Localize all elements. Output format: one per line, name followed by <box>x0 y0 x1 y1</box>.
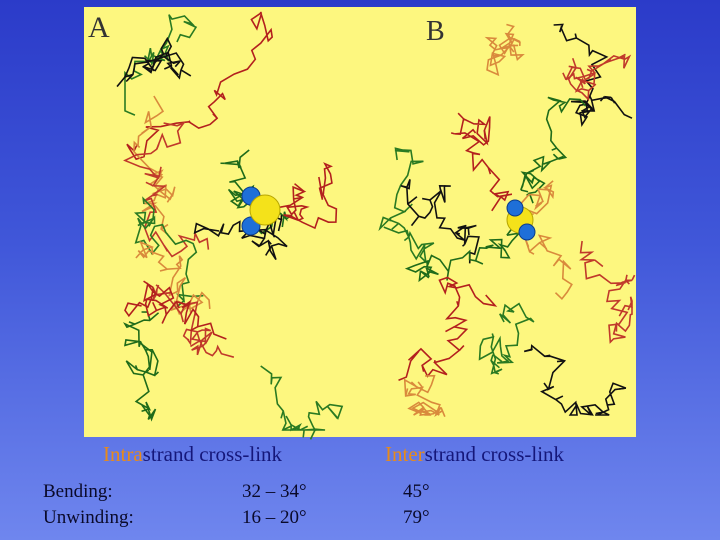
bond <box>475 260 484 265</box>
bond <box>445 326 455 333</box>
molecule-drawing <box>116 11 636 440</box>
value: 16 – 20° <box>242 507 307 528</box>
strand <box>553 23 633 128</box>
platinum-center-a <box>241 186 281 236</box>
bond <box>555 395 564 401</box>
strand <box>260 365 344 432</box>
strand <box>454 116 513 212</box>
bond <box>175 301 180 309</box>
figure: A B <box>84 7 636 440</box>
caption: Interstrand cross-link <box>385 442 564 467</box>
bond <box>161 314 167 324</box>
bond <box>159 268 168 272</box>
strand <box>484 23 525 77</box>
bond <box>403 203 413 213</box>
bond <box>302 429 305 438</box>
caption-highlight: Intra <box>103 442 143 466</box>
strand <box>122 311 160 422</box>
bond <box>458 345 465 351</box>
strand <box>398 276 498 382</box>
strand <box>126 11 274 161</box>
bond <box>407 196 418 205</box>
caption-highlight: Inter <box>385 442 425 466</box>
bond <box>285 415 292 426</box>
bond <box>562 72 567 81</box>
bond <box>551 147 557 151</box>
strand <box>403 374 444 417</box>
row-label: Bending: <box>43 481 113 502</box>
strand <box>133 95 176 235</box>
strand <box>478 302 535 375</box>
panel-label: B <box>426 16 445 47</box>
bond <box>265 245 273 256</box>
strand <box>400 179 480 264</box>
bond <box>391 222 400 230</box>
bond <box>189 326 199 332</box>
bond <box>422 197 431 201</box>
bond <box>189 340 201 348</box>
bond <box>410 215 420 227</box>
strand <box>123 121 210 258</box>
bond <box>158 166 162 177</box>
bond <box>631 274 636 281</box>
bond <box>585 103 595 112</box>
strand <box>124 14 198 116</box>
strand <box>277 162 338 230</box>
bond <box>543 382 550 390</box>
bond <box>145 181 154 187</box>
bond <box>180 313 185 323</box>
bond <box>446 271 450 281</box>
bond <box>403 236 410 242</box>
caption-text: strand cross-link <box>142 442 283 466</box>
strand <box>520 96 587 204</box>
value: 45° <box>403 481 430 502</box>
bond <box>520 189 529 193</box>
platinum-center-b <box>506 199 536 241</box>
value: 32 – 34° <box>242 481 307 502</box>
strand <box>565 54 632 101</box>
value: 79° <box>403 507 430 528</box>
figure-panel <box>84 7 636 437</box>
bond <box>180 69 192 77</box>
bond <box>594 259 604 268</box>
strand <box>578 240 633 344</box>
bond <box>309 429 316 440</box>
bond <box>417 381 424 388</box>
bond <box>440 407 446 418</box>
caption-text: strand cross-link <box>424 442 565 466</box>
strand <box>404 231 522 283</box>
strand <box>523 344 627 416</box>
bond <box>160 223 169 230</box>
bond <box>529 250 535 255</box>
bond <box>457 112 465 120</box>
bond <box>467 228 470 236</box>
strand <box>123 36 185 80</box>
bond <box>450 132 455 135</box>
strand <box>124 282 227 340</box>
bond <box>151 246 154 256</box>
strand <box>378 147 435 265</box>
strand <box>135 240 211 316</box>
row-label: Unwinding: <box>43 507 134 528</box>
caption: Intrastrand cross-link <box>103 442 282 467</box>
panel-label: A <box>88 11 110 44</box>
strand <box>133 196 204 303</box>
bond <box>152 301 158 311</box>
strand <box>151 284 235 358</box>
bond <box>116 76 126 88</box>
bond <box>462 243 466 247</box>
